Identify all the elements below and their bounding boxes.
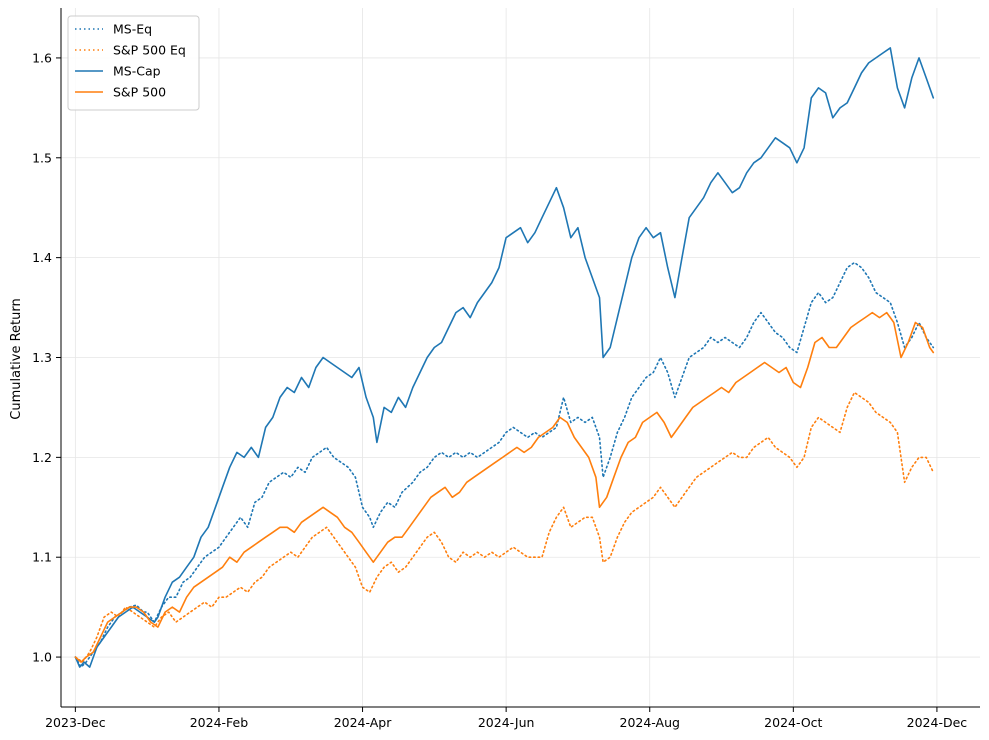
y-tick-label: 1.0: [32, 650, 52, 665]
x-tick-label: 2024-Oct: [764, 715, 822, 730]
x-tick-label: 2024-Jun: [478, 715, 535, 730]
legend-label: MS-Cap: [113, 64, 161, 79]
grid-lines: [61, 8, 980, 707]
y-axis-ticks: 1.0 1.1 1.2 1.3 1.4 1.5 1.6: [32, 50, 61, 665]
legend-label: MS-Eq: [113, 22, 152, 37]
x-tick-label: 2023-Dec: [45, 715, 106, 730]
series-line-2: [74, 47, 935, 668]
x-tick-label: 2024-Feb: [190, 715, 249, 730]
legend-label: S&P 500 Eq: [113, 43, 186, 58]
y-tick-label: 1.6: [32, 50, 52, 65]
y-tick-label: 1.2: [32, 450, 52, 465]
series-lines: [74, 47, 935, 668]
series-line-1: [74, 391, 935, 663]
y-tick-label: 1.4: [32, 250, 52, 265]
y-tick-label: 1.1: [32, 550, 52, 565]
legend-box: [67, 15, 200, 111]
x-axis-ticks: 2023-Dec 2024-Feb 2024-Apr 2024-Jun 2024-Aug…: [45, 707, 967, 730]
x-tick-label: 2024-Apr: [334, 715, 393, 730]
y-tick-label: 1.3: [32, 350, 52, 365]
series-line-3: [74, 311, 935, 663]
y-tick-label: 1.5: [32, 150, 52, 165]
x-tick-label: 2024-Dec: [907, 715, 968, 730]
series-line-0: [74, 261, 935, 668]
legend: MS-Eq S&P 500 Eq MS-Cap S&P 500: [67, 15, 200, 111]
legend-label: S&P 500: [113, 85, 166, 100]
x-tick-label: 2024-Aug: [620, 715, 680, 730]
y-axis-label: Cumulative Return: [9, 298, 24, 419]
